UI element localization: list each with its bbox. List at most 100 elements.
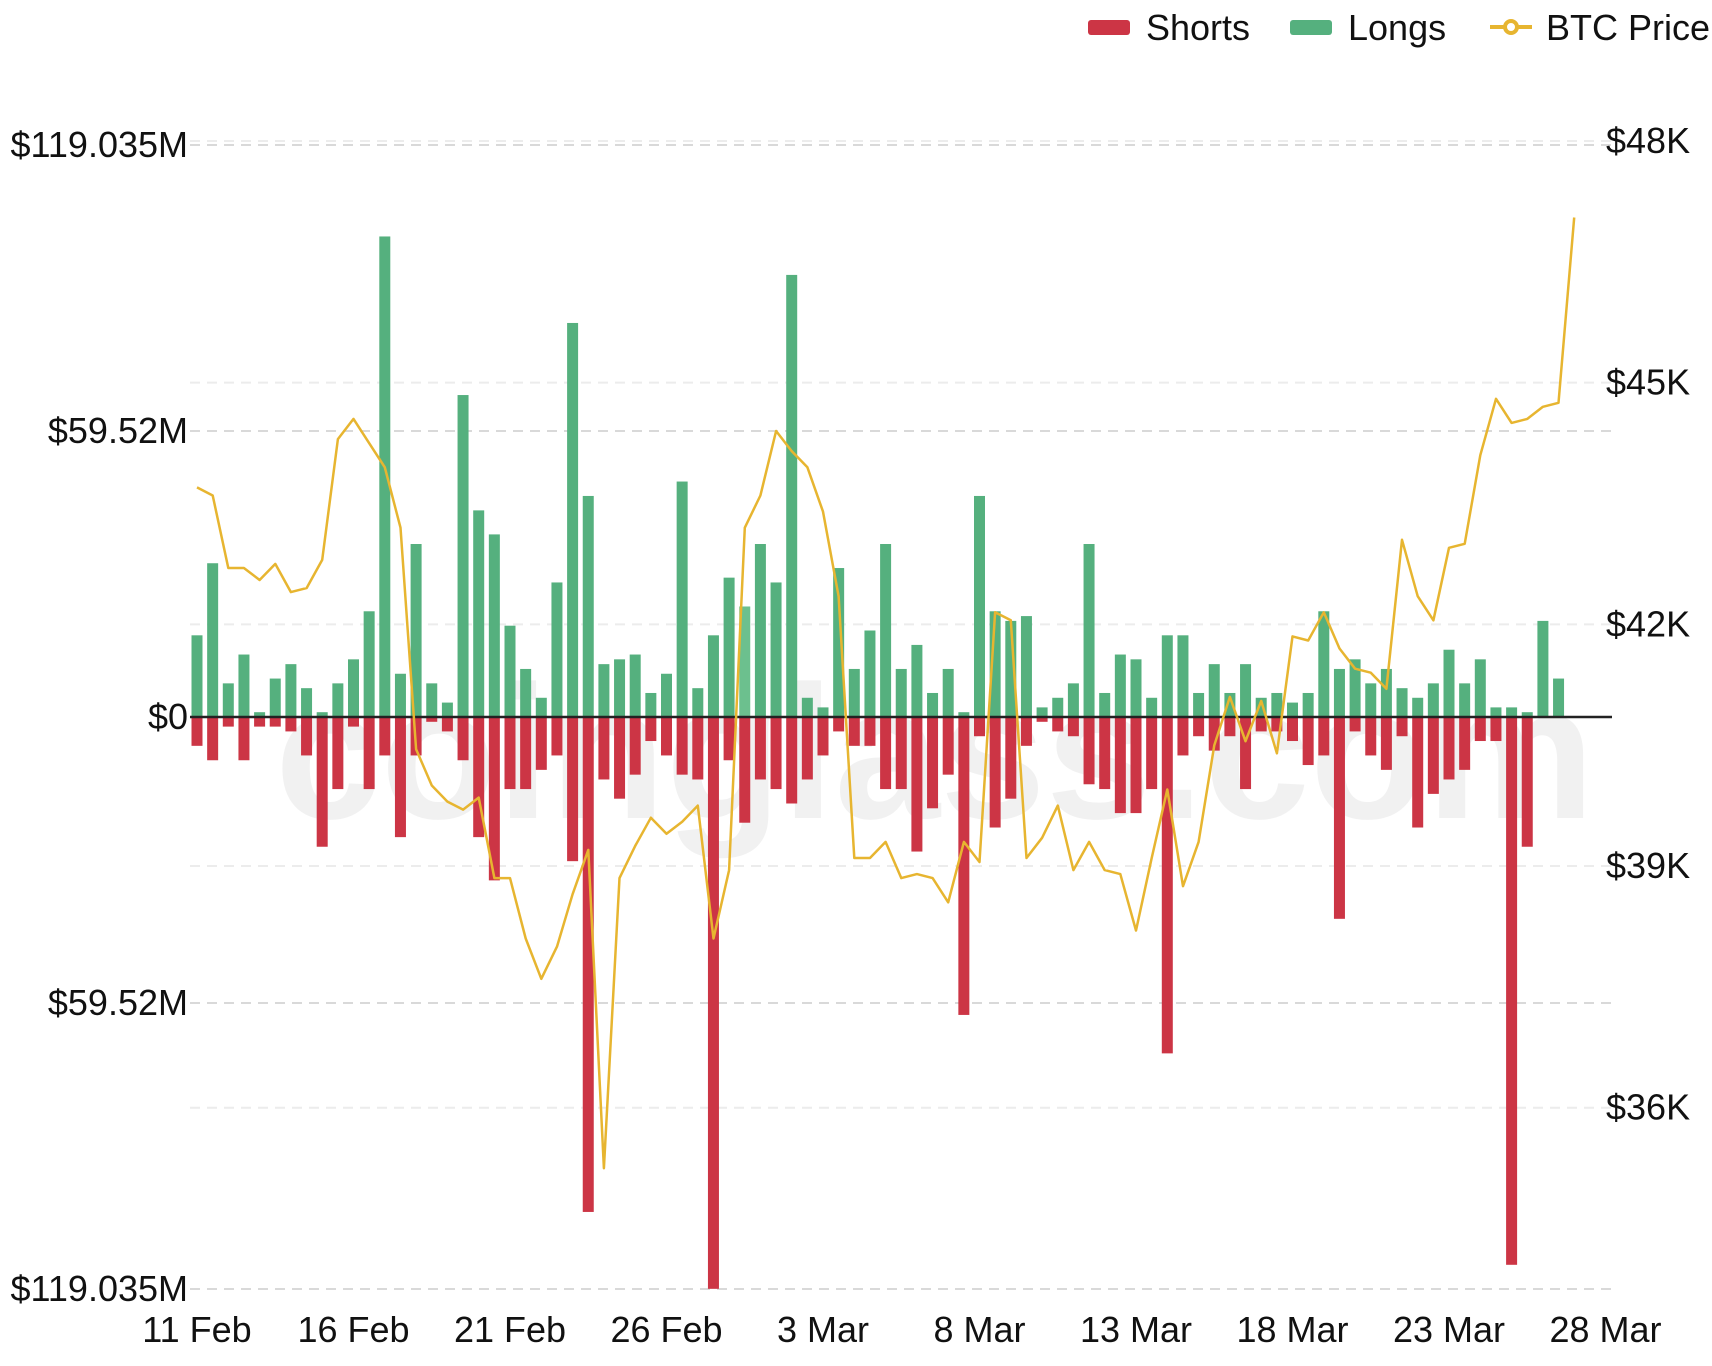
short-bar[interactable]	[191, 717, 203, 746]
short-bar[interactable]	[582, 717, 594, 1212]
short-bar[interactable]	[1271, 717, 1283, 732]
short-bar[interactable]	[754, 717, 766, 780]
long-bar[interactable]	[739, 606, 751, 717]
long-bar[interactable]	[676, 481, 688, 717]
long-bar[interactable]	[1036, 707, 1048, 717]
short-bar[interactable]	[1255, 717, 1267, 732]
long-bar[interactable]	[254, 712, 266, 717]
short-bar[interactable]	[254, 717, 266, 727]
long-bar[interactable]	[1193, 692, 1205, 717]
long-bar[interactable]	[1553, 678, 1565, 717]
short-bar[interactable]	[1349, 717, 1361, 732]
short-bar[interactable]	[285, 717, 297, 732]
short-bar[interactable]	[1177, 717, 1189, 756]
long-bar[interactable]	[520, 668, 532, 717]
short-bar[interactable]	[207, 717, 219, 761]
long-bar[interactable]	[269, 678, 281, 717]
long-bar[interactable]	[1365, 683, 1377, 717]
short-bar[interactable]	[598, 717, 610, 780]
short-bar[interactable]	[348, 717, 359, 727]
long-bar[interactable]	[535, 697, 547, 717]
long-bar[interactable]	[1114, 654, 1126, 717]
short-bar[interactable]	[801, 717, 813, 780]
long-bar[interactable]	[927, 692, 939, 717]
short-bar[interactable]	[1396, 717, 1408, 737]
short-bar[interactable]	[1412, 717, 1424, 828]
short-bar[interactable]	[457, 717, 469, 761]
long-bar[interactable]	[661, 673, 672, 717]
long-bar[interactable]	[473, 510, 485, 717]
short-bar[interactable]	[1005, 717, 1017, 799]
short-bar[interactable]	[269, 717, 281, 727]
btc-price-line[interactable]	[196, 217, 1576, 1170]
short-bar[interactable]	[332, 717, 344, 790]
short-bar[interactable]	[1114, 717, 1126, 814]
long-bar[interactable]	[770, 582, 782, 717]
long-bar[interactable]	[504, 625, 516, 717]
short-bar[interactable]	[1020, 717, 1032, 746]
short-bar[interactable]	[520, 717, 532, 790]
short-bar[interactable]	[676, 717, 688, 775]
short-bar[interactable]	[1130, 717, 1142, 814]
short-bar[interactable]	[535, 717, 547, 770]
legend-item-btc-price[interactable]: BTC Price	[1490, 7, 1710, 48]
short-bar[interactable]	[1365, 717, 1377, 756]
long-bar[interactable]	[1208, 664, 1220, 717]
long-bar[interactable]	[1020, 616, 1032, 717]
short-bar[interactable]	[567, 717, 579, 862]
long-bar[interactable]	[379, 236, 391, 718]
short-bar[interactable]	[817, 717, 829, 756]
long-bar[interactable]	[207, 563, 219, 717]
long-bar[interactable]	[707, 635, 719, 717]
long-bar[interactable]	[1287, 702, 1298, 717]
long-bar[interactable]	[848, 668, 860, 717]
long-bar[interactable]	[410, 544, 422, 717]
long-bar[interactable]	[191, 635, 203, 717]
long-bar[interactable]	[1459, 683, 1471, 717]
long-bar[interactable]	[974, 495, 985, 717]
short-bar[interactable]	[504, 717, 516, 790]
short-bar[interactable]	[989, 717, 1001, 828]
short-bar[interactable]	[848, 717, 860, 746]
short-bar[interactable]	[770, 717, 782, 790]
short-bar[interactable]	[1099, 717, 1111, 790]
short-bar[interactable]	[1036, 717, 1048, 722]
short-bar[interactable]	[1224, 717, 1236, 737]
long-bar[interactable]	[1412, 697, 1424, 717]
long-bar[interactable]	[1490, 707, 1502, 717]
long-bar[interactable]	[1474, 659, 1486, 717]
long-bar[interactable]	[332, 683, 344, 717]
long-bar[interactable]	[394, 673, 406, 717]
long-bar[interactable]	[1537, 620, 1549, 717]
long-bar[interactable]	[285, 664, 297, 717]
short-bar[interactable]	[1193, 717, 1205, 737]
long-bar[interactable]	[754, 544, 766, 717]
short-bar[interactable]	[379, 717, 391, 756]
long-bar[interactable]	[222, 683, 234, 717]
short-bar[interactable]	[1459, 717, 1471, 770]
short-bar[interactable]	[426, 717, 438, 722]
short-bar[interactable]	[629, 717, 641, 775]
short-bar[interactable]	[645, 717, 657, 742]
long-bar[interactable]	[1224, 692, 1236, 717]
long-bar[interactable]	[801, 697, 813, 717]
short-bar[interactable]	[707, 717, 719, 1289]
long-bar[interactable]	[1067, 683, 1079, 717]
long-bar[interactable]	[1099, 692, 1111, 717]
short-bar[interactable]	[473, 717, 485, 838]
long-bar[interactable]	[864, 630, 876, 717]
long-bar[interactable]	[1161, 635, 1173, 717]
short-bar[interactable]	[1067, 717, 1079, 737]
long-bar[interactable]	[1443, 649, 1455, 717]
short-bar[interactable]	[316, 717, 328, 847]
short-bar[interactable]	[1161, 717, 1173, 1054]
short-bar[interactable]	[1474, 717, 1486, 742]
long-bar[interactable]	[1521, 712, 1533, 717]
long-bar[interactable]	[895, 668, 907, 717]
short-bar[interactable]	[958, 717, 970, 1015]
short-bar[interactable]	[1333, 717, 1345, 919]
short-bar[interactable]	[441, 717, 453, 732]
short-bar[interactable]	[864, 717, 876, 746]
short-bar[interactable]	[786, 717, 798, 804]
long-bar[interactable]	[1302, 692, 1314, 717]
